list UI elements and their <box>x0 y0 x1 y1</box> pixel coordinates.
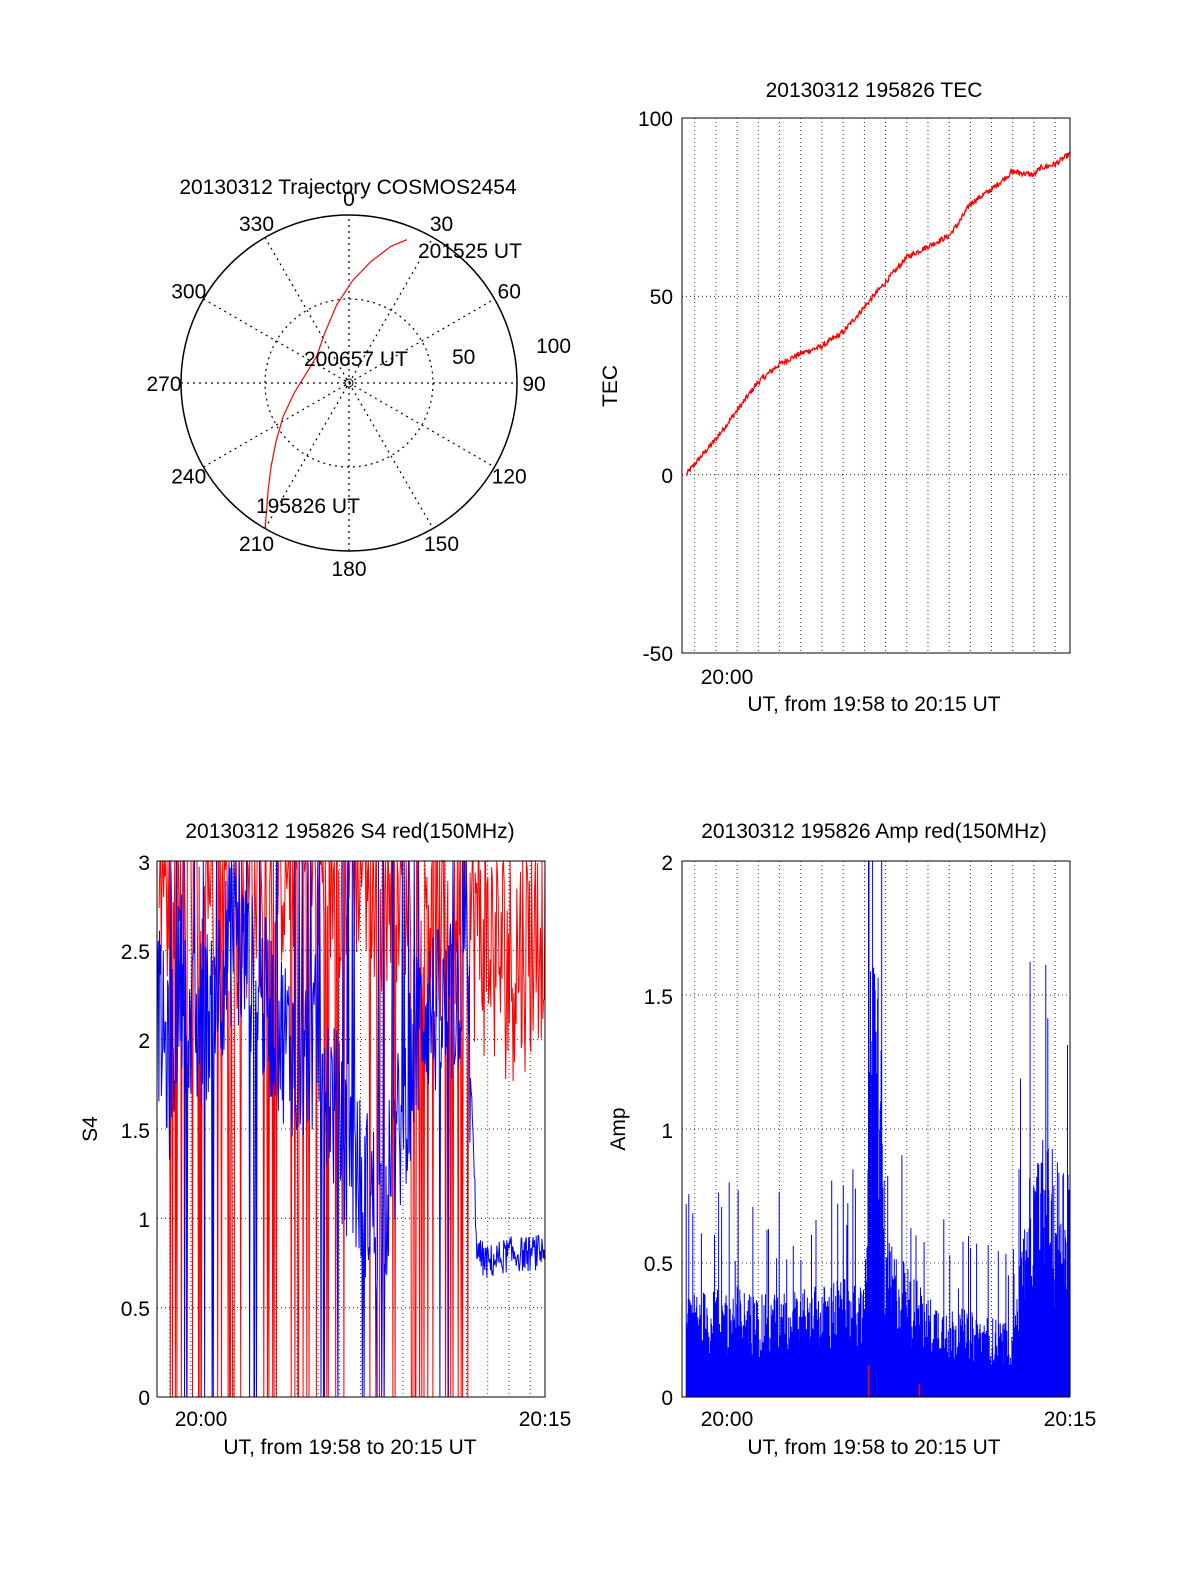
s4-y-tick: 2 <box>138 1030 150 1053</box>
s4-blue-series <box>156 860 546 1398</box>
s4-y-tick-labels: 0 0.5 1 1.5 2 2.5 3 <box>121 852 150 1410</box>
s4-frame <box>156 860 546 1398</box>
s4-ylabel: S4 <box>79 1116 102 1142</box>
s4-y-tick: 0.5 <box>121 1298 150 1321</box>
polar-ring-labels: 50 100 <box>452 335 571 369</box>
tec-xlabel: UT, from 19:58 to 20:15 UT <box>747 693 1000 716</box>
s4-plot: 20130312 195826 S4 red(150MHz) 0 0.5 1 1… <box>79 820 571 1459</box>
azimuth-label: 60 <box>498 281 521 304</box>
s4-title: 20130312 195826 S4 red(150MHz) <box>185 820 514 843</box>
amp-y-tick: 0 <box>661 1387 673 1410</box>
amp-grid <box>682 861 1070 1397</box>
amp-xlabel: UT, from 19:58 to 20:15 UT <box>747 1436 1000 1459</box>
amp-y-tick: 2 <box>661 852 673 875</box>
amp-x-tick: 20:15 <box>1044 1408 1097 1431</box>
tec-y-tick: -50 <box>643 643 673 666</box>
tec-x-tick: 20:00 <box>701 666 754 689</box>
s4-blue-line <box>156 860 546 1398</box>
amp-y-tick: 1.5 <box>644 986 673 1009</box>
amp-red-series <box>867 1364 921 1397</box>
polar-grid <box>180 214 518 552</box>
azimuth-label: 90 <box>522 373 545 396</box>
amp-plot: 20130312 195826 Amp red(150MHz) 0 0.5 1 … <box>607 820 1096 1459</box>
polar-title: 20130312 Trajectory COSMOS2454 <box>179 176 517 199</box>
amp-y-tick: 1 <box>661 1120 673 1143</box>
s4-y-tick: 1.5 <box>121 1120 150 1143</box>
s4-y-tick: 3 <box>138 852 150 875</box>
amp-title: 20130312 195826 Amp red(150MHz) <box>701 820 1047 843</box>
tec-y-tick: 50 <box>650 286 673 309</box>
trajectory-middle-label: 200657 UT <box>304 348 408 371</box>
azimuth-label: 240 <box>171 466 206 489</box>
amp-blue-floor <box>686 1364 1070 1397</box>
tec-y-tick: 0 <box>661 465 673 488</box>
tec-grid <box>682 118 1070 653</box>
tec-plot: 20130312 195826 TEC -50 0 50 100 20:00 U… <box>599 79 1071 716</box>
tec-series-line <box>685 151 1071 477</box>
amp-y-tick: 0.5 <box>644 1253 673 1276</box>
ring-label-100: 100 <box>536 335 571 358</box>
tec-ylabel: TEC <box>599 365 622 407</box>
azimuth-label: 330 <box>239 213 274 236</box>
azimuth-label: 30 <box>430 213 453 236</box>
azimuth-label: 0 <box>343 188 355 211</box>
tec-y-tick-labels: -50 0 50 100 <box>638 108 673 666</box>
azimuth-label: 270 <box>146 373 181 396</box>
azimuth-label: 210 <box>239 533 274 556</box>
azimuth-label: 180 <box>331 558 366 581</box>
s4-y-tick: 1 <box>138 1209 150 1232</box>
amp-y-tick-labels: 0 0.5 1 1.5 2 <box>644 852 673 1410</box>
azimuth-label: 300 <box>171 281 206 304</box>
azimuth-label: 150 <box>424 533 459 556</box>
polar-trajectory-plot: 20130312 Trajectory COSMOS2454 0 30 60 90 12… <box>146 176 571 581</box>
polar-spoke <box>264 237 434 529</box>
amp-frame <box>681 860 1071 1398</box>
amp-blue-series <box>685 861 1071 1397</box>
trajectory-end-label: 201525 UT <box>418 240 522 263</box>
s4-y-tick: 2.5 <box>121 941 150 964</box>
s4-x-tick: 20:00 <box>175 1408 228 1431</box>
s4-x-tick: 20:15 <box>519 1408 572 1431</box>
s4-xlabel: UT, from 19:58 to 20:15 UT <box>223 1436 476 1459</box>
tec-frame <box>681 117 1071 654</box>
s4-y-tick: 0 <box>138 1387 150 1410</box>
amp-x-tick: 20:00 <box>701 1408 754 1431</box>
trajectory-start-label: 195826 UT <box>256 495 360 518</box>
trajectory-line <box>264 239 408 529</box>
amp-ylabel: Amp <box>607 1107 630 1150</box>
ring-label-50: 50 <box>452 346 475 369</box>
tec-title: 20130312 195826 TEC <box>766 79 983 102</box>
azimuth-label: 120 <box>492 466 527 489</box>
polar-azimuth-labels: 0 30 60 90 120 150 180 210 240 270 300 330 <box>146 188 545 581</box>
tec-y-tick: 100 <box>638 108 673 131</box>
